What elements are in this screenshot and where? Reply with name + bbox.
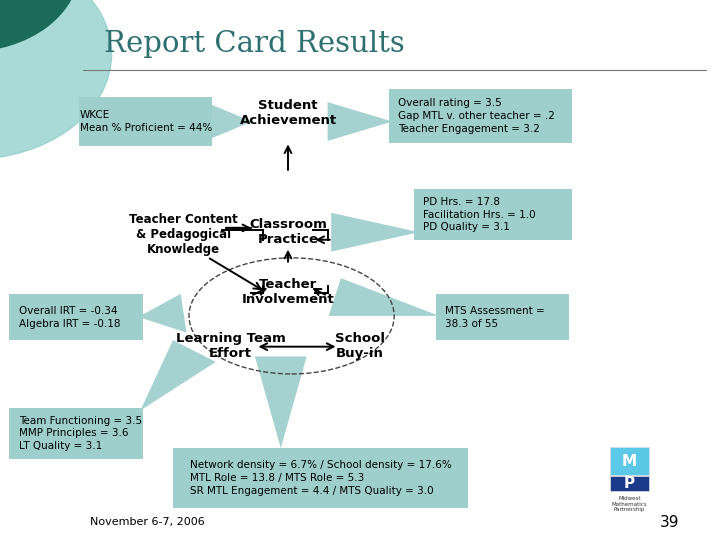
Text: WKCE
Mean % Proficient = 44%: WKCE Mean % Proficient = 44%: [80, 110, 212, 133]
Polygon shape: [331, 213, 419, 252]
Text: MTS Assessment =
38.3 of 55: MTS Assessment = 38.3 of 55: [445, 306, 545, 329]
Text: Overall IRT = -0.34
Algebra IRT = -0.18: Overall IRT = -0.34 Algebra IRT = -0.18: [19, 306, 120, 329]
Text: Learning Team
Effort: Learning Team Effort: [176, 332, 285, 360]
Text: PD Hrs. = 17.8
Facilitation Hrs. = 1.0
PD Quality = 3.1: PD Hrs. = 17.8 Facilitation Hrs. = 1.0 P…: [423, 197, 536, 232]
Polygon shape: [329, 278, 439, 316]
Text: Student
Achievement: Student Achievement: [240, 99, 336, 127]
Polygon shape: [255, 356, 307, 448]
Polygon shape: [140, 340, 216, 410]
FancyBboxPatch shape: [389, 89, 572, 143]
FancyBboxPatch shape: [173, 448, 468, 508]
Polygon shape: [328, 102, 392, 141]
Polygon shape: [205, 102, 252, 141]
FancyBboxPatch shape: [610, 476, 649, 491]
Text: Teacher
Involvement: Teacher Involvement: [242, 278, 334, 306]
FancyBboxPatch shape: [436, 294, 569, 340]
Text: November 6-7, 2006: November 6-7, 2006: [90, 517, 204, 527]
Text: Teacher Content
& Pedagogical
Knowledge: Teacher Content & Pedagogical Knowledge: [129, 213, 238, 256]
Text: Overall rating = 3.5
Gap MTL v. other teacher = .2
Teacher Engagement = 3.2: Overall rating = 3.5 Gap MTL v. other te…: [398, 98, 555, 134]
FancyBboxPatch shape: [610, 447, 649, 475]
FancyBboxPatch shape: [9, 408, 143, 459]
Text: Classroom
Practice: Classroom Practice: [249, 218, 327, 246]
Text: Midwest
Mathematics
Partnership: Midwest Mathematics Partnership: [612, 496, 647, 512]
Text: Team Functioning = 3.5
MMP Principles = 3.6
LT Quality = 3.1: Team Functioning = 3.5 MMP Principles = …: [19, 416, 142, 451]
Text: School
Buy-in: School Buy-in: [335, 332, 385, 360]
Text: Network density = 6.7% / School density = 17.6%
MTL Role = 13.8 / MTS Role = 5.3: Network density = 6.7% / School density …: [189, 460, 451, 496]
Circle shape: [0, 0, 112, 159]
Text: 39: 39: [660, 515, 680, 530]
Text: Report Card Results: Report Card Results: [104, 30, 405, 58]
FancyBboxPatch shape: [9, 294, 143, 340]
Text: P: P: [624, 476, 635, 491]
Text: M: M: [622, 454, 637, 469]
FancyBboxPatch shape: [79, 97, 212, 146]
Circle shape: [0, 0, 79, 51]
FancyBboxPatch shape: [414, 189, 572, 240]
Polygon shape: [138, 294, 186, 333]
